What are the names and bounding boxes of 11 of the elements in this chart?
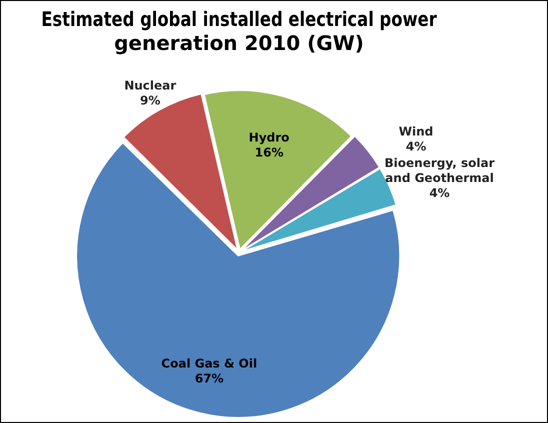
slice-label: Nuclear	[124, 78, 176, 92]
data-label: 4%	[429, 186, 450, 200]
slice-label: Wind	[398, 124, 434, 139]
data-label: 67%	[194, 372, 224, 386]
slice-label: Hydro	[248, 130, 290, 145]
data-label: 16%	[254, 146, 284, 160]
chart-title: Estimated global installed electrical power generation 2010 (GW)	[41, 8, 437, 56]
data-label: 4%	[406, 140, 426, 154]
slice-label: Coal Gas & Oil	[161, 356, 258, 371]
slice-label: Bioenergy, solar and Geothermal	[384, 156, 495, 186]
data-label: 9%	[140, 93, 160, 108]
